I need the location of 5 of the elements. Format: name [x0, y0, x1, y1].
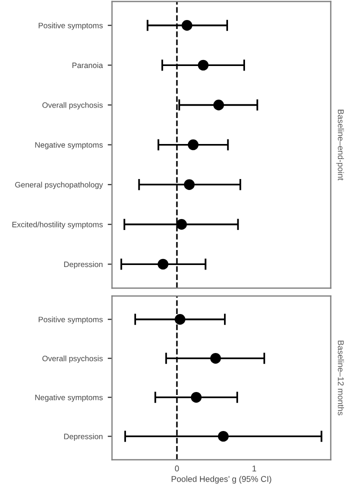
x-axis-title: Pooled Hedges’ g (95% CI): [172, 476, 272, 484]
x-tick-label: 1: [252, 466, 256, 472]
x-tick-label: 0: [174, 466, 179, 472]
text: Baseline–end-point: [336, 110, 344, 180]
text: Baseline–12 months: [338, 340, 344, 416]
